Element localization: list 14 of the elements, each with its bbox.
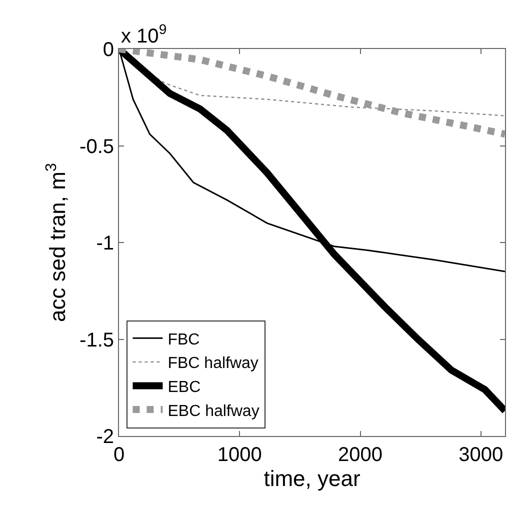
y-tick-label: -0.5 bbox=[80, 136, 114, 158]
legend-label: EBC bbox=[168, 379, 201, 396]
legend-label: FBC bbox=[168, 331, 200, 348]
x-axis-title: time, year bbox=[264, 466, 360, 491]
y-tick-label: 0 bbox=[102, 39, 114, 61]
x-tick-label: 1000 bbox=[217, 444, 262, 466]
legend-label: EBC halfway bbox=[168, 402, 260, 420]
x-tick-label: 3000 bbox=[458, 444, 504, 466]
legend-label: FBC halfway bbox=[168, 355, 258, 372]
y-tick-label: -2 bbox=[96, 426, 114, 448]
y-tick-label: -1.5 bbox=[80, 329, 114, 352]
y-tick-label: -1 bbox=[96, 232, 114, 254]
x-tick-label: 2000 bbox=[338, 444, 382, 466]
text: x 10$^{9}$ bbox=[121, 21, 167, 48]
